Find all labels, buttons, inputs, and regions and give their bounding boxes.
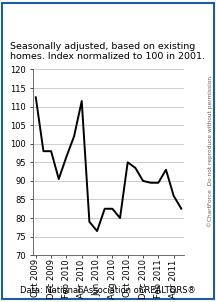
Text: Pending Home Sales: Pending Home Sales (12, 11, 204, 29)
Text: Data: National Association of REALTORS®: Data: National Association of REALTORS® (20, 286, 196, 295)
Text: Seasonally adjusted, based on existing
homes. Index normalized to 100 in 2001.: Seasonally adjusted, based on existing h… (10, 42, 205, 61)
Text: ©ChartForce  Do not reproduce without permission.: ©ChartForce Do not reproduce without per… (208, 75, 213, 227)
